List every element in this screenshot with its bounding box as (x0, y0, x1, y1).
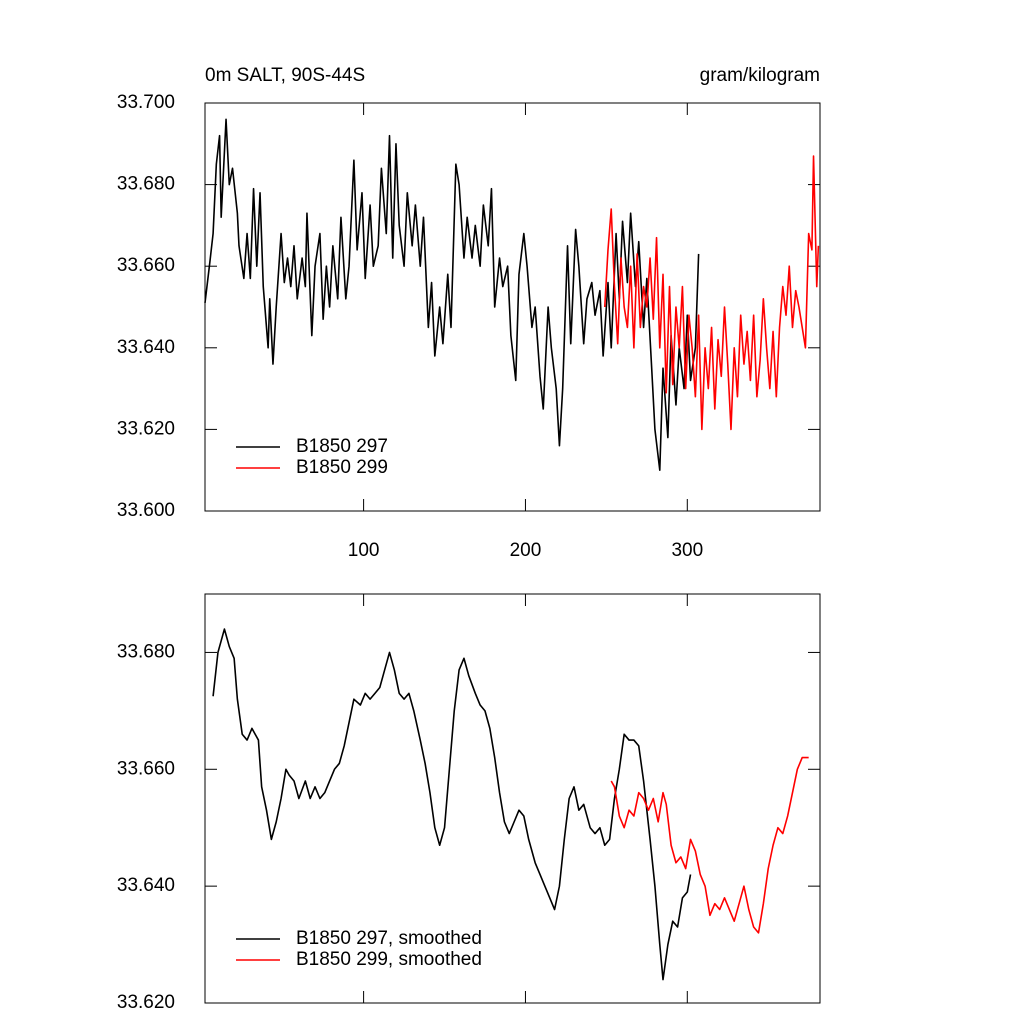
data-line (212, 628, 692, 981)
y-tick-label: 33.680 (117, 641, 175, 662)
plot-frame (204, 102, 821, 512)
x-tick-label: 100 (348, 540, 380, 561)
y-tick-label: 33.700 (117, 92, 175, 113)
legend-label: B1850 297 (296, 436, 388, 457)
plot-frame (204, 593, 821, 1004)
data-line (610, 756, 809, 934)
y-tick-label: 33.600 (117, 500, 175, 521)
y-tick-label: 33.640 (117, 337, 175, 358)
y-tick-label: 33.620 (117, 418, 175, 439)
legend-label: B1850 299, smoothed (296, 949, 482, 970)
y-tick-label: 33.680 (117, 174, 175, 195)
y-tick-label: 33.620 (117, 992, 175, 1013)
units-label: gram/kilogram (700, 65, 820, 86)
data-line (603, 155, 820, 431)
legend-label: B1850 297, smoothed (296, 928, 482, 949)
x-tick-label: 200 (510, 540, 542, 561)
y-tick-label: 33.640 (117, 875, 175, 896)
y-tick-label: 33.660 (117, 255, 175, 276)
x-tick-label: 300 (671, 540, 703, 561)
chart-title: 0m SALT, 90S-44S (205, 65, 365, 86)
legend-label: B1850 299 (296, 457, 388, 478)
data-line (204, 118, 700, 471)
y-tick-label: 33.660 (117, 758, 175, 779)
